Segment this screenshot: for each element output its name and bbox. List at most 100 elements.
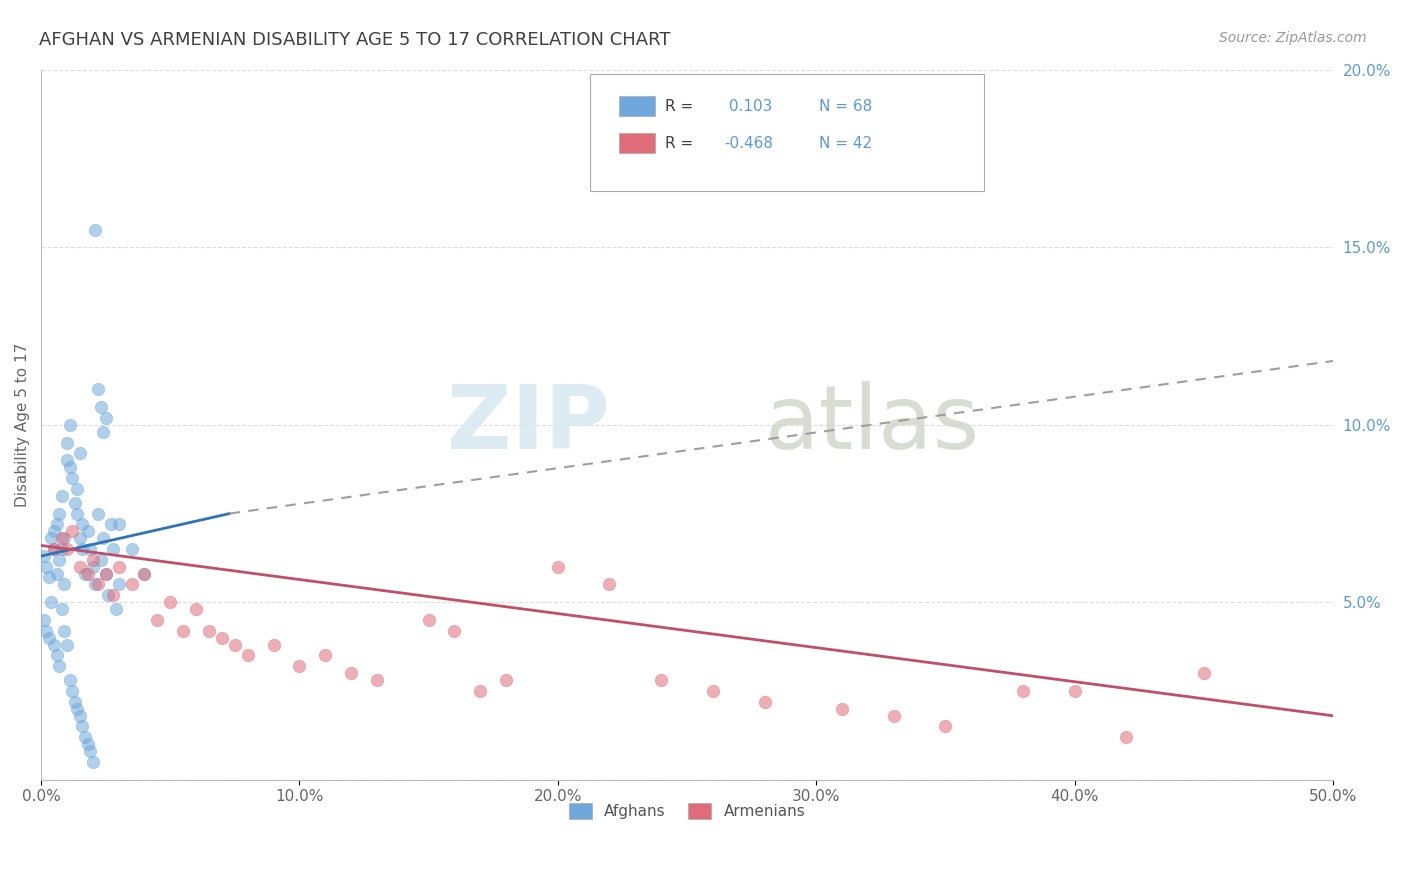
Point: [56, 541, 79, 556]
Text: 0.103: 0.103: [724, 99, 773, 114]
Legend: Afghans, Armenians: Afghans, Armenians: [562, 797, 811, 825]
Point: [1115, 730, 1137, 744]
FancyBboxPatch shape: [619, 133, 655, 153]
Point: [754, 694, 776, 708]
Point: [91, 532, 114, 546]
FancyBboxPatch shape: [591, 74, 984, 191]
Point: [340, 666, 363, 681]
Point: [105, 602, 128, 616]
Point: [58, 460, 80, 475]
Point: [598, 577, 620, 591]
Point: [79, 541, 101, 556]
Point: [495, 673, 517, 688]
Point: [159, 595, 181, 609]
Point: [76, 524, 98, 539]
Point: [60, 471, 83, 485]
Point: [45, 517, 67, 532]
Point: [51, 541, 73, 556]
Point: [66, 701, 89, 715]
Point: [121, 577, 143, 591]
Point: [934, 719, 956, 733]
Point: [134, 566, 156, 581]
Point: [702, 684, 724, 698]
Point: [60, 684, 83, 698]
Point: [53, 577, 76, 591]
Point: [263, 638, 285, 652]
Point: [48, 659, 70, 673]
Point: [66, 507, 89, 521]
Point: [107, 577, 129, 591]
Point: [650, 673, 672, 688]
Point: [42, 541, 65, 556]
Point: [236, 648, 259, 663]
Point: [94, 410, 117, 425]
Text: N = 68: N = 68: [818, 99, 872, 114]
Point: [443, 624, 465, 638]
Point: [53, 532, 76, 546]
Point: [51, 602, 73, 616]
Point: [82, 552, 104, 566]
Point: [418, 613, 440, 627]
Point: [42, 524, 65, 539]
Text: atlas: atlas: [765, 382, 980, 468]
Point: [45, 648, 67, 663]
Point: [314, 648, 336, 663]
Point: [66, 482, 89, 496]
Point: [73, 730, 96, 744]
Point: [63, 694, 86, 708]
Text: Source: ZipAtlas.com: Source: ZipAtlas.com: [1219, 31, 1367, 45]
Point: [103, 588, 125, 602]
Point: [58, 417, 80, 432]
Text: N = 42: N = 42: [818, 136, 872, 151]
Point: [51, 489, 73, 503]
Point: [87, 577, 110, 591]
Point: [100, 517, 122, 532]
Point: [87, 507, 110, 521]
FancyBboxPatch shape: [619, 96, 655, 116]
Point: [42, 541, 65, 556]
Point: [56, 638, 79, 652]
Point: [42, 638, 65, 652]
Point: [198, 624, 221, 638]
Point: [831, 701, 853, 715]
Point: [79, 744, 101, 758]
Point: [97, 588, 120, 602]
Text: R =: R =: [665, 136, 699, 151]
Point: [184, 602, 207, 616]
Point: [211, 631, 233, 645]
Point: [69, 532, 91, 546]
Point: [73, 566, 96, 581]
Text: ZIP: ZIP: [447, 382, 609, 468]
Text: -0.468: -0.468: [724, 136, 773, 151]
Point: [90, 552, 112, 566]
Point: [76, 566, 98, 581]
Point: [82, 559, 104, 574]
Point: [883, 708, 905, 723]
Point: [56, 435, 79, 450]
Point: [146, 613, 169, 627]
Point: [60, 524, 83, 539]
Point: [48, 552, 70, 566]
Point: [107, 517, 129, 532]
Point: [69, 559, 91, 574]
Point: [41, 595, 63, 609]
Point: [41, 532, 63, 546]
Point: [90, 400, 112, 414]
Point: [288, 659, 311, 673]
Point: [56, 453, 79, 467]
Point: [224, 638, 246, 652]
Point: [58, 673, 80, 688]
Point: [107, 559, 129, 574]
Point: [38, 631, 60, 645]
Y-axis label: Disability Age 5 to 17: Disability Age 5 to 17: [15, 343, 30, 507]
Text: R =: R =: [665, 99, 699, 114]
Point: [76, 737, 98, 751]
Point: [134, 566, 156, 581]
Point: [94, 566, 117, 581]
Point: [53, 624, 76, 638]
Point: [72, 719, 94, 733]
Point: [366, 673, 388, 688]
Point: [35, 624, 58, 638]
Point: [1012, 684, 1035, 698]
Point: [51, 532, 73, 546]
